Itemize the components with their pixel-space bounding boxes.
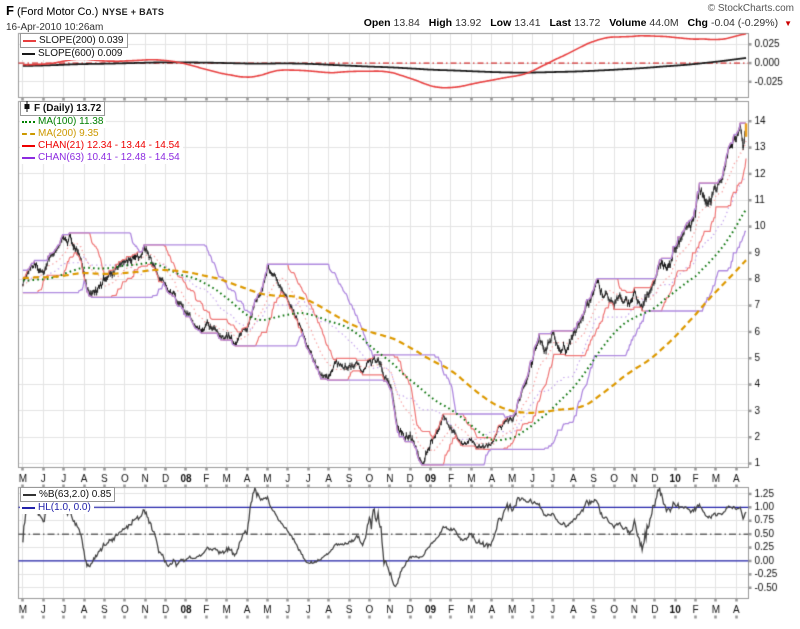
slope600-legend-label: SLOPE(600) 0.009 [38,48,123,59]
last-label: Last [549,17,572,29]
change-down-arrow-icon: ▼ [784,19,792,28]
ma100-legend-label: MA(100) 11.38 [38,116,104,127]
exchange-label: NYSE + BATS [102,7,165,17]
low-value: 13.41 [514,17,541,29]
chan21-legend-label: CHAN(21) 12.34 - 13.44 - 14.54 [38,140,180,151]
open-label: Open [363,17,391,29]
chan63-line-swatch [22,157,35,159]
legend-line: %B(63,2.0) 0.85 [20,487,116,502]
legend-line: SLOPE(200) 0.039 [20,33,128,48]
datetime: 16-Apr-2010 10:26am [6,22,104,33]
pctb-legend-label: %B(63,2.0) 0.85 [39,488,112,500]
legend-line: CHAN(63) 10.41 - 12.48 - 14.54 [20,152,183,164]
chart-header: F (Ford Motor Co.) NYSE + BATS © StockChar… [6,2,794,18]
slope200-line-swatch [23,39,36,42]
slope-panel-legend: SLOPE(200) 0.039 SLOPE(600) 0.009 [20,33,128,60]
company-name: (Ford Motor Co.) [16,6,99,18]
chan21-line-swatch [22,145,35,147]
legend-line: MA(100) 11.38 [20,116,107,128]
pctb-panel-legend: %B(63,2.0) 0.85 HL(1.0, 0.0) [20,487,116,514]
ticker-symbol: F [6,3,14,18]
legend-line: MA(200) 9.35 [20,128,102,140]
legend-line: CHAN(21) 12.34 - 13.44 - 14.54 [20,140,183,152]
high-label: High [428,17,453,29]
last-value: 13.72 [574,17,601,29]
slope200-legend-label: SLOPE(200) 0.039 [39,34,124,46]
low-label: Low [490,17,512,29]
volume-value: 44.0M [649,17,679,29]
change-value: -0.04 (-0.29%) [710,17,779,29]
price-panel-legend: F (Daily) 13.72 MA(100) 11.38 MA(200) 9.… [20,101,183,164]
change-label: Chg [687,17,708,29]
open-value: 13.84 [393,17,420,29]
slope600-line-swatch [22,53,35,55]
pctb-line-swatch [23,493,36,496]
chan63-legend-label: CHAN(63) 10.41 - 12.48 - 14.54 [38,152,180,163]
ma200-line-swatch [22,133,35,135]
hl-legend-label: HL(1.0, 0.0) [38,502,91,513]
price-legend-title: F (Daily) 13.72 [34,102,102,114]
copyright: © StockCharts.com [707,3,794,14]
ma200-legend-label: MA(200) 9.35 [38,128,99,139]
volume-label: Volume [609,17,647,29]
high-value: 13.92 [455,17,482,29]
quote-header-row: 16-Apr-2010 10:26am Open 13.84 High 13.92 … [6,17,792,33]
hl-line-swatch [22,507,35,509]
legend-line: SLOPE(600) 0.009 [20,48,126,60]
legend-line: HL(1.0, 0.0) [20,502,94,514]
quote-strip: Open 13.84 High 13.92 Low 13.41 Last 13.72 V… [364,17,792,29]
ma100-line-swatch [22,121,35,123]
legend-line: F (Daily) 13.72 [20,101,106,116]
candlestick-icon [23,101,31,116]
